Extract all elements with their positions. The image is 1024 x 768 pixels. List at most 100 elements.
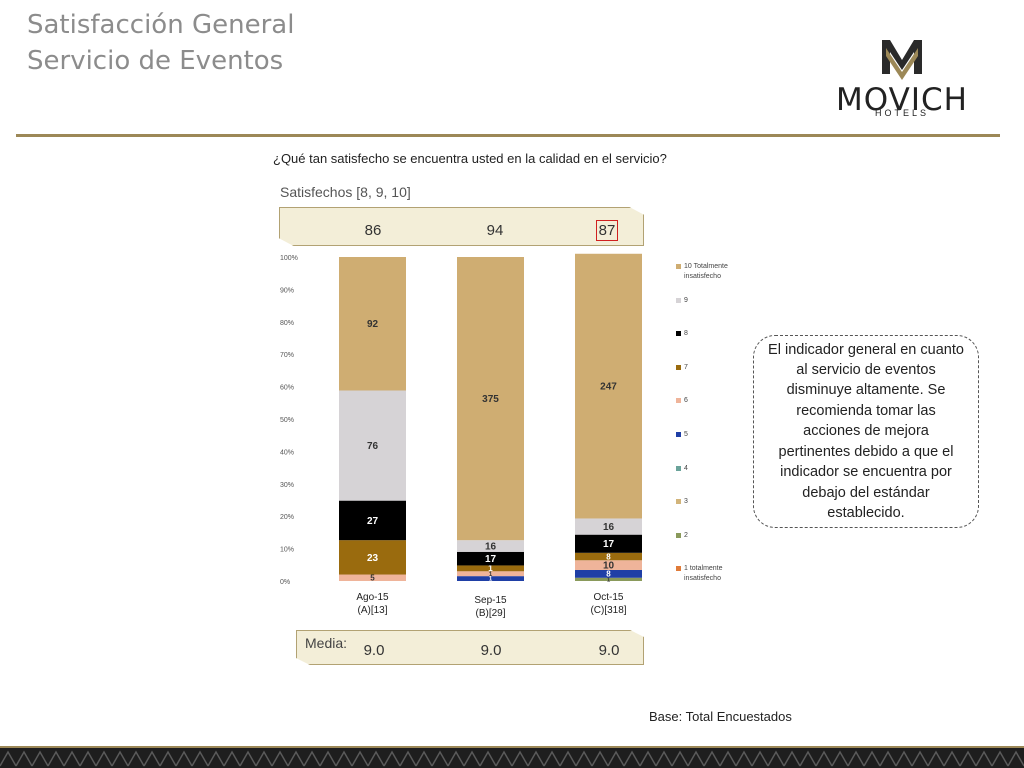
footer-chevron bbox=[239, 750, 257, 767]
bar-segment bbox=[575, 518, 642, 535]
legend-label: 2 bbox=[684, 531, 688, 539]
footer-chevron bbox=[991, 750, 1009, 767]
footer-chevron bbox=[671, 750, 689, 767]
footer-chevron bbox=[879, 750, 897, 767]
footer-chevron bbox=[383, 750, 401, 767]
footer-pattern bbox=[0, 746, 1024, 768]
bar-segment bbox=[457, 540, 524, 552]
legend-item: 3 bbox=[676, 497, 750, 507]
bar-data-label: 1 bbox=[607, 577, 611, 583]
legend-swatch bbox=[676, 465, 681, 471]
satisfied-label: Satisfechos [8, 9, 10] bbox=[280, 184, 411, 200]
footer-chevron bbox=[223, 750, 241, 767]
insight-note: El indicador general en cuanto al servic… bbox=[753, 335, 979, 528]
media-value: 9.0 bbox=[363, 642, 385, 659]
y-tick-label: 80% bbox=[280, 320, 294, 327]
footer-chevron bbox=[0, 750, 17, 767]
footer-chevron bbox=[639, 750, 657, 767]
bar-segment bbox=[575, 569, 642, 578]
footer-chevron bbox=[959, 750, 977, 767]
footer-chevron bbox=[335, 750, 353, 767]
satisfied-value: 94 bbox=[486, 222, 504, 239]
legend-label: 1 totalmente insatisfecho bbox=[684, 565, 723, 583]
footer-chevron bbox=[207, 750, 225, 767]
x-category-label: Sep-15 bbox=[474, 595, 507, 606]
footer-gold-line bbox=[0, 746, 1024, 748]
y-tick-label: 0% bbox=[280, 579, 290, 586]
bar-data-label: 10 bbox=[603, 561, 615, 572]
footer-chevron bbox=[255, 750, 273, 767]
legend-item: 6 bbox=[676, 396, 750, 406]
footer-chevron bbox=[559, 750, 577, 767]
footer-chevron bbox=[415, 750, 433, 767]
legend-label: 10 Totalmente insatisfecho bbox=[684, 263, 728, 280]
footer-chevron bbox=[735, 750, 753, 767]
y-tick-label: 50% bbox=[280, 417, 294, 424]
footer-chevron bbox=[1007, 750, 1024, 767]
satisfied-value-highlighted: 87 bbox=[596, 220, 618, 241]
bar-segment bbox=[457, 565, 524, 572]
page-subtitle: Servicio de Eventos bbox=[27, 46, 284, 76]
footer-chevron bbox=[351, 750, 369, 767]
legend-swatch bbox=[676, 264, 681, 269]
satisfied-value: 86 bbox=[364, 222, 382, 239]
bar-segment bbox=[457, 576, 524, 581]
footer-chevron bbox=[431, 750, 449, 767]
footer-chevron bbox=[63, 750, 81, 767]
footer-chevron bbox=[287, 750, 305, 767]
media-value: 9.0 bbox=[598, 642, 620, 659]
satisfied-box bbox=[279, 207, 644, 246]
bar-segment bbox=[575, 253, 642, 519]
bar-segment bbox=[339, 257, 406, 391]
stacked-bar-chart: 0% 10% 20% 30% 40% 50% 60% 70% 80% 90% 100% 5 23 27 76… bbox=[280, 253, 642, 619]
x-category-sample: (C)[318] bbox=[590, 605, 626, 616]
legend-swatch bbox=[676, 566, 681, 572]
bar-data-label: 23 bbox=[367, 553, 379, 564]
legend-item: 8 bbox=[676, 329, 750, 339]
footer-chevron bbox=[687, 750, 705, 767]
y-tick-label: 40% bbox=[280, 449, 294, 456]
footer-chevron bbox=[111, 750, 129, 767]
legend-item: 10 Totalmente insatisfecho bbox=[676, 262, 750, 282]
media-value: 9.0 bbox=[480, 642, 502, 659]
footer-chevron bbox=[751, 750, 769, 767]
bar-data-label: 16 bbox=[485, 542, 497, 553]
footer-chevron bbox=[367, 750, 385, 767]
footer-chevron bbox=[303, 750, 321, 767]
bar-segment bbox=[457, 551, 524, 566]
bar-segment bbox=[457, 257, 524, 541]
footer-chevron bbox=[847, 750, 865, 767]
bar-data-label: 8 bbox=[606, 570, 611, 579]
bar-data-label: 247 bbox=[600, 382, 617, 393]
y-tick-label: 90% bbox=[280, 287, 294, 294]
bar-data-label: 375 bbox=[482, 394, 499, 405]
footer-chevron bbox=[655, 750, 673, 767]
bar-data-label: 1 bbox=[488, 564, 493, 573]
footer-chevron bbox=[799, 750, 817, 767]
bar-segment bbox=[457, 571, 524, 577]
legend-label: 6 bbox=[684, 397, 688, 405]
footer-chevron bbox=[15, 750, 33, 767]
y-tick-label: 70% bbox=[280, 352, 294, 359]
media-box bbox=[296, 630, 644, 665]
y-tick-label: 10% bbox=[280, 547, 294, 554]
footer-chevron bbox=[895, 750, 913, 767]
legend-swatch bbox=[676, 432, 681, 437]
footer-chevron bbox=[719, 750, 737, 767]
footer-chevron bbox=[127, 750, 145, 767]
footer-chevron bbox=[95, 750, 113, 767]
bar-data-label: 76 bbox=[367, 441, 379, 452]
logo-subtitle: HOTELS bbox=[874, 108, 929, 118]
legend-label: 7 bbox=[684, 363, 688, 371]
insight-note-text: El indicador general en cuanto al servic… bbox=[768, 341, 964, 521]
bar-data-label: 1 bbox=[489, 572, 493, 578]
bar-segment bbox=[575, 534, 642, 553]
legend-swatch bbox=[676, 499, 681, 505]
footer-chevron bbox=[703, 750, 721, 767]
footer-chevron bbox=[607, 750, 625, 767]
bar-data-label: 5 bbox=[370, 574, 375, 583]
footer-chevron bbox=[463, 750, 481, 767]
bar-segment bbox=[575, 560, 642, 570]
footer-chevron bbox=[31, 750, 49, 767]
legend-label: 9 bbox=[684, 296, 688, 304]
